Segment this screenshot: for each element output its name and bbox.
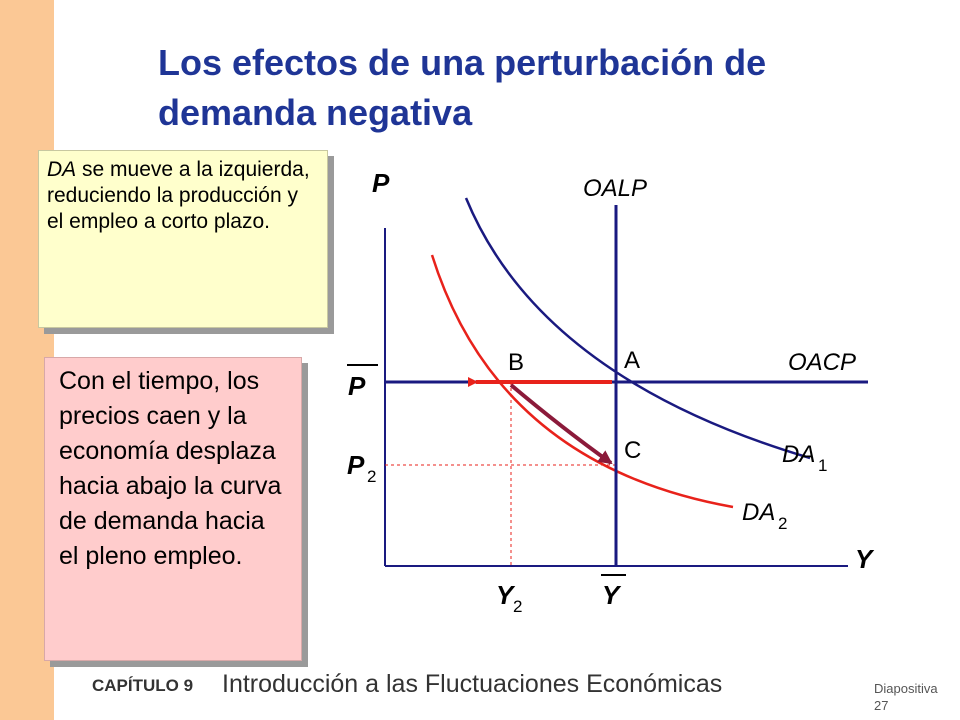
ad2-subscript: 2 <box>778 514 787 533</box>
footer-slide-number: Diapositiva 27 <box>874 680 938 714</box>
point-c-label: C <box>624 437 641 464</box>
footer-slide-num: 27 <box>874 698 889 713</box>
note-box-yellow: DA se mueve a la izquierda, reduciendo l… <box>38 150 328 328</box>
y-bar-label: Y <box>602 580 622 610</box>
ad2-label: DA <box>742 499 775 526</box>
yellow-box-em: DA <box>47 158 77 181</box>
ad2-curve <box>430 254 734 509</box>
ad1-subscript: 1 <box>818 456 827 475</box>
ad1-curve <box>464 197 811 460</box>
yellow-box-text: se mueve a la izquierda, reduciendo la p… <box>47 158 310 233</box>
sras-label: OACP <box>788 349 856 376</box>
slide-title-line-1: Los efectos de una perturbación de <box>158 42 767 83</box>
footer-chapter: CAPÍTULO 9 <box>92 676 194 695</box>
y2-label: Y <box>496 580 516 610</box>
point-b-label: B <box>508 349 524 376</box>
slide-title: Los efectos de una perturbación de deman… <box>158 38 918 138</box>
lras-label: OALP <box>583 175 647 202</box>
x-axis-label: Y <box>855 544 875 574</box>
footer-slide-word: Diapositiva <box>874 681 938 696</box>
p2-subscript: 2 <box>367 467 376 486</box>
slide-title-line-2: demanda negativa <box>158 92 473 133</box>
y2-subscript: 2 <box>513 597 522 616</box>
p-bar-label: P <box>348 371 366 401</box>
point-a-label: A <box>624 347 640 374</box>
note-box-pink: Con el tiempo, los precios caen y la eco… <box>44 357 302 661</box>
y-axis-label: P <box>372 168 390 198</box>
footer-course-title: Introducción a las Fluctuaciones Económi… <box>222 670 723 698</box>
adjustment-arrow-b-to-c <box>509 383 613 465</box>
ad1-label: DA <box>782 441 815 468</box>
p2-label: P <box>347 450 365 480</box>
